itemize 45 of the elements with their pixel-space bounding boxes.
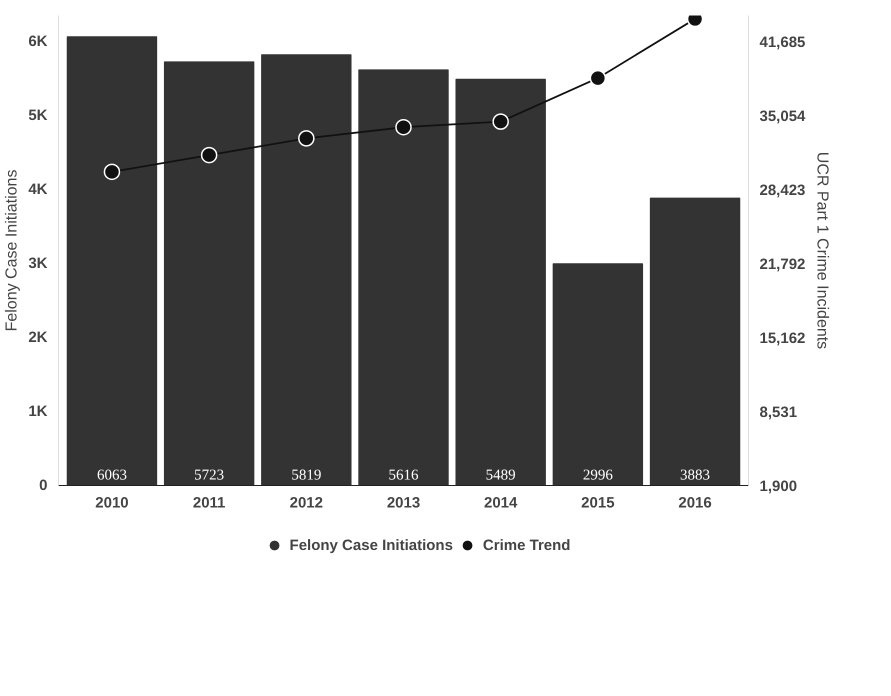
bar [358,69,449,486]
x-tick-label: 2013 [386,494,420,512]
bar [66,36,158,486]
x-tick-label: 2011 [192,494,226,512]
y-tick-label: 3K [28,254,48,272]
y-tick-label: 5K [28,106,48,124]
data-label: 2996 [582,468,614,484]
y2-tick-label: 8,531 [760,404,798,421]
bar [164,61,254,486]
bar [650,198,740,486]
y-tick-label: 4K [28,180,48,198]
bar [261,54,352,486]
y-tick-label: 1K [28,402,48,420]
y-tick-label: 0 [39,477,48,494]
y-axis-title: Felony Case Initiations [3,170,20,332]
x-tick-label: 2012 [290,494,324,512]
point [298,130,315,147]
y2-tick-label: 21,792 [760,256,806,273]
y-tick-label: 6K [28,32,48,50]
x-tick-label: 2014 [484,494,518,512]
point [395,118,412,136]
data-label: 6063 [96,468,127,484]
point [200,146,218,164]
legend-label: Felony Case Initiations [290,536,453,554]
y2-tick-label: 15,162 [760,330,806,347]
point [492,113,509,130]
bar [552,263,644,486]
y2-tick-label: 41,685 [760,34,806,51]
x-tick-label: 2015 [581,494,615,512]
data-label: 5723 [194,468,224,484]
y-tick-label: 2K [28,328,48,346]
y2-tick-label: 35,054 [760,108,806,125]
point [104,164,120,180]
data-label: 5489 [486,468,516,484]
data-label: 3883 [680,468,710,484]
x-tick-label: 2016 [678,494,712,512]
legend-label: Crime Trend [482,536,570,554]
data-label: 5616 [388,468,419,484]
point [590,70,606,86]
data-label: 5819 [291,468,322,484]
y2-tick-label: 1,900 [760,478,798,495]
bar [455,78,546,486]
x-tick-label: 2010 [95,494,129,512]
y2-tick-label: 28,423 [760,182,806,199]
y2-axis-title: UCR Part 1 Crime Incidents [813,152,830,350]
